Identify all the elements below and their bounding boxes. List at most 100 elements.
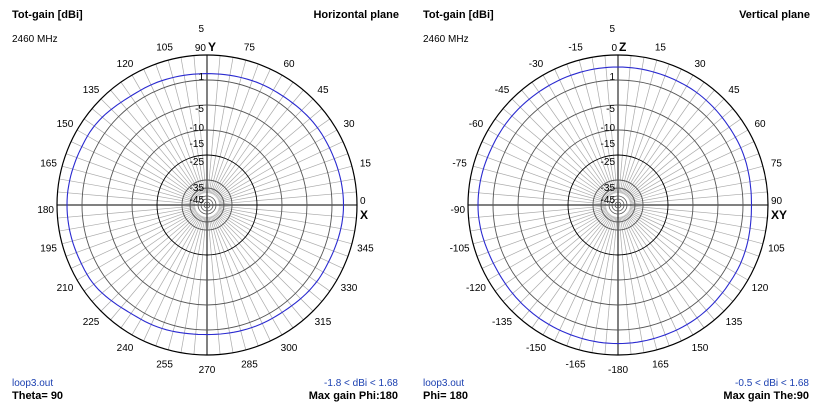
angle-gridline [209,216,247,350]
angle-gridline [629,207,763,245]
frequency-label: 2460 MHz [12,34,58,45]
angle-gridline [473,207,607,245]
grid-circle [492,79,744,331]
angle-label: 105 [156,43,173,54]
radial-scale-label: -10 [601,123,616,134]
angle-gridline [628,141,755,201]
angle-gridline [155,216,204,347]
angle-gridline [521,89,611,197]
angle-gridline [578,60,616,194]
angle-label: 150 [57,119,74,130]
angle-gridline [76,210,197,281]
angle-label: 180 [37,205,54,216]
angle-gridline [91,108,199,198]
angle-gridline [502,212,610,302]
angle-label: 45 [317,85,329,96]
angle-gridline [120,81,201,196]
angle-gridline [216,118,331,199]
angle-gridline [208,57,234,194]
max-gain-label: Max gain Phi:180 [308,390,398,402]
angle-label: 120 [752,283,769,294]
angle-gridline [619,57,645,194]
quantity-title: Tot-gain [dBi] [423,9,494,21]
angle-gridline [218,178,355,204]
angle-gridline [628,209,755,269]
axis-label-top: Y [208,40,216,54]
cut-angle-label: Theta= 90 [12,390,64,402]
angle-gridline [626,212,734,302]
angle-gridline [621,216,670,347]
angle-gridline [618,55,632,194]
angle-label: 90 [771,196,783,207]
angle-gridline [531,81,612,196]
radial-scale-label: -35 [601,183,616,194]
angle-label: 30 [343,119,355,130]
angle-gridline [214,213,304,321]
angle-gridline [554,68,614,195]
radial-scale-label: 5 [198,24,204,35]
angle-gridline [627,118,742,199]
angle-gridline [143,68,203,195]
grid-circle [600,187,636,223]
angle-gridline [218,191,357,205]
angle-gridline [131,215,202,336]
angle-gridline [59,178,196,204]
angle-gridline [210,63,259,194]
angle-gridline [120,214,201,329]
plane-title: Vertical plane [739,9,810,21]
angle-gridline [470,178,607,204]
grid-circle [542,129,694,281]
angle-label: -15 [568,43,583,54]
angular-grid-lines [57,55,357,355]
angle-gridline [110,213,200,321]
angle-gridline [215,108,323,198]
grid-circle [106,104,308,306]
angle-gridline [591,216,617,353]
angle-gridline [213,214,294,329]
angle-gridline [622,215,682,342]
angle-gridline [619,216,645,353]
angle-gridline [217,129,338,200]
center-circle [203,201,211,209]
angle-gridline [476,208,607,257]
angle-label: 240 [117,343,134,354]
angle-label: 60 [754,119,766,130]
angle-gridline [218,206,355,232]
angle-gridline [629,208,760,257]
angle-gridline [468,191,607,205]
angle-gridline [213,81,294,196]
angle-gridline [622,68,682,195]
angle-label: -135 [492,317,512,328]
quantity-title: Tot-gain [dBi] [12,9,83,21]
angle-gridline [65,153,196,202]
angle-gridline [476,153,607,202]
angle-gridline [214,89,304,197]
angle-label: 315 [315,317,332,328]
angle-label: -105 [450,243,470,254]
angle-gridline [621,63,670,194]
radial-scale-label: -25 [601,157,616,168]
angle-gridline [131,74,202,195]
angle-gridline [591,57,617,194]
angle-label: 0 [611,43,617,54]
vertical-plane-panel: 5 1 -5 -10 -15 -25 -35 -45 0 15 30 45 60 75 90 105 120 13… [411,0,822,406]
radial-grid-circles [56,54,358,356]
angle-gridline [487,129,608,200]
angle-gridline [554,215,614,342]
angle-gridline [110,89,200,197]
angle-label: 210 [57,283,74,294]
center-circle [197,195,217,215]
angle-gridline [218,153,349,202]
grid-circle [131,129,283,281]
angle-gridline [215,212,323,302]
angle-gridline [210,216,259,347]
angle-gridline [155,63,204,194]
angle-gridline [218,207,352,245]
angle-gridline [511,213,610,312]
angle-gridline [494,211,609,292]
angle-label: -45 [495,85,510,96]
angle-gridline [83,211,198,292]
angle-gridline [481,141,608,201]
angle-gridline [167,60,205,194]
grid-circle [567,154,669,256]
